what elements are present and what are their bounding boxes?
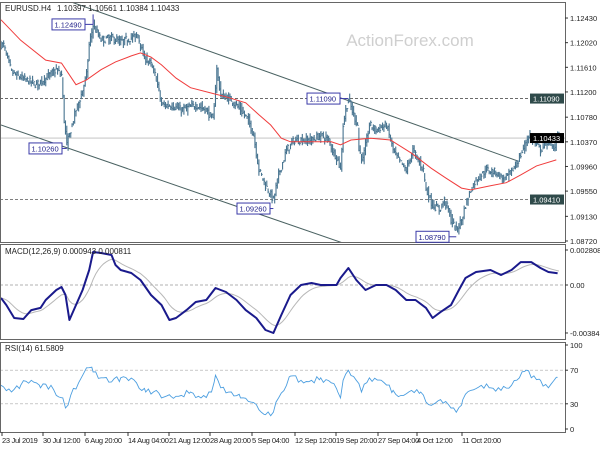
ohlc-readout: 1.10397 1.10561 1.10384 1.10433	[57, 4, 180, 13]
price-tag	[530, 93, 564, 104]
rsi-tick-label: 70	[570, 366, 578, 375]
axes: 1.12430 1.12020 1.11610 1.11200 1.10780 1.103…	[1, 14, 600, 445]
annotations: 1.12490 1.10260 1.09260 1.11090 1.08790	[28, 14, 457, 243]
channel-upper-line	[72, 3, 519, 162]
price-tick-label: 1.09550	[570, 187, 597, 196]
price-tick-label: 1.09960	[570, 162, 597, 171]
time-tick-label: 30 Jul 12:00	[43, 436, 80, 445]
macd-tick-label: -0.003848	[570, 329, 600, 338]
price-tag-label: 1.11090	[533, 95, 560, 104]
time-tick-label: 21 Aug 12:00	[169, 436, 210, 445]
main-panel	[0, 2, 566, 243]
time-tick-label: 28 Aug 20:00	[210, 436, 251, 445]
time-tick-label: 6 Aug 20:00	[85, 436, 122, 445]
time-tick-label: 5 Sep 04:00	[252, 436, 289, 445]
symbol-title: EURUSD.H4	[5, 4, 52, 13]
price-tick-label: 1.11200	[570, 88, 597, 97]
price-tag	[530, 194, 564, 205]
price-tag	[530, 133, 564, 144]
annotation-box	[415, 230, 450, 243]
annotation-leader	[85, 14, 94, 25]
price-plot	[1, 3, 565, 242]
rsi-tick-label: 0	[570, 425, 574, 434]
annotation-label: 1.12490	[55, 20, 82, 29]
annotation-label: 1.10260	[32, 144, 59, 153]
time-tick-label: 11 Oct 20:00	[462, 436, 501, 445]
macd-plot	[1, 251, 565, 334]
time-tick-label: 27 Sep 04:00	[378, 436, 419, 445]
annotation-box	[51, 18, 86, 31]
annotation-label: 1.08790	[419, 233, 446, 242]
time-tick-label: 14 Aug 04:00	[128, 436, 169, 445]
price-tick-label: 1.12020	[570, 39, 597, 48]
price-tick-label: 1.10780	[570, 113, 597, 122]
rsi-tick-label: 30	[570, 400, 578, 409]
rsi-plot	[1, 366, 565, 417]
macd-signal-line	[1, 258, 560, 327]
annotation-label: 1.09260	[240, 205, 267, 214]
macd-tick-label: 0.002808	[570, 246, 600, 255]
price-tick-label: 1.09130	[570, 212, 597, 221]
price-tick-label: 1.11610	[570, 63, 597, 72]
annotation-label: 1.11090	[310, 95, 337, 104]
moving-average-line	[1, 19, 557, 191]
macd-title: MACD(12,26,9) 0.000943 0.000811	[5, 247, 132, 256]
macd-tick-label: 0.00	[570, 281, 585, 290]
price-tag-label: 1.09410	[533, 196, 560, 205]
annotation-box	[28, 142, 63, 155]
rsi-line	[1, 366, 558, 417]
price-tick-label: 1.08720	[570, 237, 597, 246]
annotation-box	[306, 92, 341, 105]
rsi-title: RSI(14) 61.5809	[5, 344, 64, 353]
rsi-panel	[0, 342, 566, 433]
time-tick-label: 23 Jul 2019	[2, 436, 38, 445]
price-tag-label: 1.10433	[533, 134, 560, 143]
rsi-tick-label: 100	[570, 341, 583, 350]
time-tick-label: 4 Oct 12:00	[417, 436, 453, 445]
macd-panel	[0, 244, 566, 340]
channel-lower-line	[1, 124, 342, 242]
macd-line	[1, 251, 558, 334]
annotation-box	[236, 202, 271, 215]
time-tick-label: 19 Sep 20:00	[336, 436, 377, 445]
price-tick-label: 1.10370	[570, 138, 597, 147]
time-tick-label: 12 Sep 12:00	[295, 436, 336, 445]
price-tick-label: 1.12430	[570, 14, 597, 23]
watermark: ActionForex.com	[346, 31, 474, 50]
